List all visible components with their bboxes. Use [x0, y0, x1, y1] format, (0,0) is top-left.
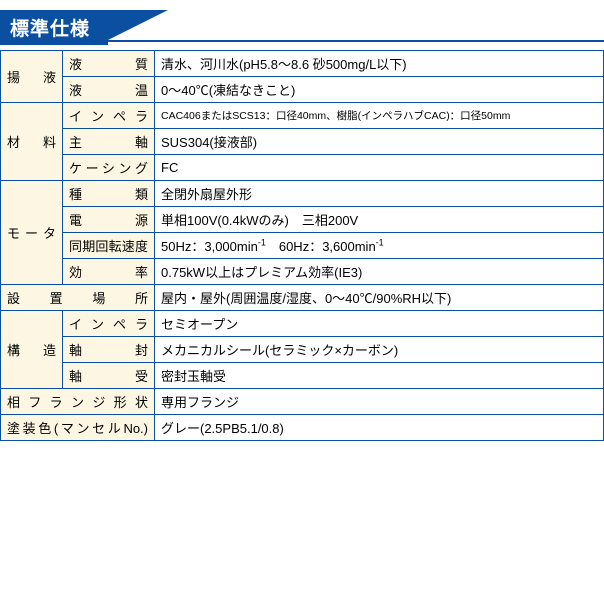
- value-cell: 50Hz：3,000min-1 60Hz：3,600min-1: [155, 233, 604, 259]
- subcategory-cell: インペラ: [63, 103, 155, 129]
- value-cell: メカニカルシール(セラミック×カーボン): [155, 337, 604, 363]
- section-header: 標準仕様: [0, 10, 604, 42]
- value-cell: SUS304(接液部): [155, 129, 604, 155]
- table-row: 設置場所屋内・屋外(周囲温度/湿度、0～40℃/90%RH以下): [1, 285, 604, 311]
- value-cell: 密封玉軸受: [155, 363, 604, 389]
- category-sub-cell: 塗装色(マンセルNo.): [1, 415, 155, 441]
- table-row: モータ種類全閉外扇屋外形: [1, 181, 604, 207]
- value-cell: FC: [155, 155, 604, 181]
- subcategory-cell: 軸封: [63, 337, 155, 363]
- subcategory-cell: 種類: [63, 181, 155, 207]
- table-row: 軸封メカニカルシール(セラミック×カーボン): [1, 337, 604, 363]
- table-row: 相フランジ形状専用フランジ: [1, 389, 604, 415]
- category-sub-cell: 設置場所: [1, 285, 155, 311]
- table-row: 材料インペラCAC406またはSCS13：口径40mm、樹脂(インペラハブCAC…: [1, 103, 604, 129]
- subcategory-cell: 軸受: [63, 363, 155, 389]
- subcategory-cell: 同期回転速度: [63, 233, 155, 259]
- header-wedge-decoration: [108, 10, 168, 40]
- subcategory-cell: 液質: [63, 51, 155, 77]
- value-cell: 清水、河川水(pH5.8～8.6 砂500mg/L以下): [155, 51, 604, 77]
- value-cell: 0～40℃(凍結なきこと): [155, 77, 604, 103]
- category-cell: 構造: [1, 311, 63, 389]
- table-row: 主軸SUS304(接液部): [1, 129, 604, 155]
- table-row: 電源単相100V(0.4kWのみ) 三相200V: [1, 207, 604, 233]
- value-cell: グレー(2.5PB5.1/0.8): [155, 415, 604, 441]
- table-row: 軸受密封玉軸受: [1, 363, 604, 389]
- value-cell: セミオープン: [155, 311, 604, 337]
- category-cell: 材料: [1, 103, 63, 181]
- subcategory-cell: 効率: [63, 259, 155, 285]
- subcategory-cell: 電源: [63, 207, 155, 233]
- value-cell: 専用フランジ: [155, 389, 604, 415]
- table-row: ケーシングFC: [1, 155, 604, 181]
- table-row: 同期回転速度50Hz：3,000min-1 60Hz：3,600min-1: [1, 233, 604, 259]
- value-cell: 単相100V(0.4kWのみ) 三相200V: [155, 207, 604, 233]
- category-cell: モータ: [1, 181, 63, 285]
- value-cell: 0.75kW以上はプレミアム効率(IE3): [155, 259, 604, 285]
- category-sub-cell: 相フランジ形状: [1, 389, 155, 415]
- subcategory-cell: インペラ: [63, 311, 155, 337]
- value-cell: CAC406またはSCS13：口径40mm、樹脂(インペラハブCAC)：口径50…: [155, 103, 604, 129]
- table-row: 効率0.75kW以上はプレミアム効率(IE3): [1, 259, 604, 285]
- value-cell: 屋内・屋外(周囲温度/湿度、0～40℃/90%RH以下): [155, 285, 604, 311]
- category-cell: 揚液: [1, 51, 63, 103]
- table-row: 揚液液質清水、河川水(pH5.8～8.6 砂500mg/L以下): [1, 51, 604, 77]
- spec-table: 揚液液質清水、河川水(pH5.8～8.6 砂500mg/L以下)液温0～40℃(…: [0, 50, 604, 441]
- subcategory-cell: ケーシング: [63, 155, 155, 181]
- value-cell: 全閉外扇屋外形: [155, 181, 604, 207]
- table-row: 構造インペラセミオープン: [1, 311, 604, 337]
- header-underline: [0, 40, 604, 42]
- table-row: 液温0～40℃(凍結なきこと): [1, 77, 604, 103]
- subcategory-cell: 主軸: [63, 129, 155, 155]
- subcategory-cell: 液温: [63, 77, 155, 103]
- table-row: 塗装色(マンセルNo.)グレー(2.5PB5.1/0.8): [1, 415, 604, 441]
